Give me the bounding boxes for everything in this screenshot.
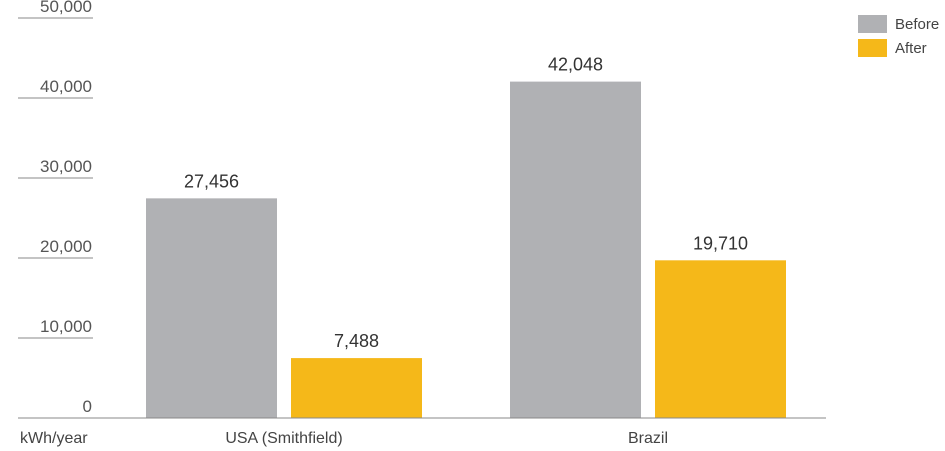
x-category-label: USA (Smithfield) xyxy=(225,430,342,447)
bar-before-1 xyxy=(510,81,641,418)
legend-swatch-before xyxy=(858,15,887,33)
y-tick-label: 50,000 xyxy=(40,0,92,16)
legend-label-before: Before xyxy=(895,15,940,33)
y-tick-label: 40,000 xyxy=(40,77,92,96)
legend-item-after: After xyxy=(858,38,939,58)
x-axis: USA (Smithfield) Brazil xyxy=(225,430,668,447)
data-label-after-0: 7,488 xyxy=(334,331,379,351)
legend-item-before: Before xyxy=(858,14,939,34)
bar-after-0 xyxy=(291,358,422,418)
bars xyxy=(146,81,786,418)
bar-after-1 xyxy=(655,260,786,418)
legend-label-after: After xyxy=(895,39,927,57)
y-tick-label: 0 xyxy=(83,397,92,416)
x-category-label: Brazil xyxy=(628,430,668,447)
data-label-before-0: 27,456 xyxy=(184,171,239,191)
bar-before-0 xyxy=(146,198,277,418)
y-tick-label: 10,000 xyxy=(40,317,92,336)
data-label-before-1: 42,048 xyxy=(548,55,603,75)
data-labels: 27,456 7,488 42,048 19,710 xyxy=(184,55,748,351)
legend-swatch-after xyxy=(858,39,887,57)
y-axis: 0 10,000 20,000 30,000 40,000 50,000 xyxy=(18,0,93,416)
legend: Before After xyxy=(858,14,939,62)
y-tick-label: 20,000 xyxy=(40,237,92,256)
y-axis-unit-label: kWh/year xyxy=(20,430,88,447)
data-label-after-1: 19,710 xyxy=(693,233,748,253)
y-tick-label: 30,000 xyxy=(40,157,92,176)
